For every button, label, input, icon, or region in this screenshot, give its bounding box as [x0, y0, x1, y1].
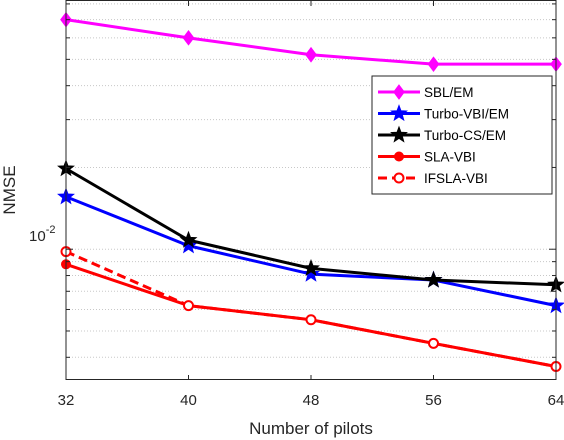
- marker-star: [302, 258, 320, 277]
- x-tick-label: 56: [425, 392, 442, 409]
- x-axis-ticks: 32 40 48 56 64: [58, 1, 564, 409]
- marker-star: [390, 104, 408, 122]
- legend: SBL/EM Turbo-VBI/EM Turbo-CS/EM SLA-VBI IFSL…: [371, 75, 553, 195]
- legend-entry: Turbo-CS/EM: [378, 125, 506, 143]
- legend-entry: SBL/EM: [378, 84, 474, 100]
- y-tick-label-base: 10: [29, 228, 46, 245]
- marker-diamond: [305, 46, 317, 63]
- legend-label: IFSLA-VBI: [424, 171, 488, 186]
- y-tick-label: 10-2: [29, 224, 55, 245]
- marker-open-circle: [305, 314, 317, 326]
- legend-label: SLA-VBI: [424, 150, 476, 165]
- legend-label: SBL/EM: [424, 85, 474, 100]
- marker-diamond: [393, 84, 405, 100]
- x-tick-label: 40: [180, 392, 197, 409]
- marker-star: [179, 236, 198, 254]
- marker-star: [179, 230, 198, 248]
- marker-star: [424, 270, 443, 288]
- marker-open-circle: [183, 300, 194, 312]
- legend-entry: IFSLA-VBI: [378, 171, 488, 186]
- legend-label: Turbo-VBI/EM: [424, 107, 509, 122]
- legend-entry: SLA-VBI: [378, 150, 476, 165]
- marker-star: [302, 264, 320, 282]
- legend-label: Turbo-CS/EM: [424, 128, 506, 143]
- marker-star: [390, 125, 408, 143]
- y-axis-label: NMSE: [0, 165, 19, 214]
- marker-diamond: [182, 30, 195, 46]
- marker-open-circle: [428, 337, 439, 349]
- x-tick-label: 64: [548, 392, 564, 409]
- y-tick-label-exponent: -2: [46, 224, 56, 236]
- x-tick-label: 32: [58, 392, 75, 409]
- marker-open-circle: [393, 172, 405, 184]
- x-axis-label: Number of pilots: [249, 419, 373, 438]
- y-axis-ticks: [66, 3, 556, 358]
- x-tick-label: 48: [303, 392, 320, 409]
- marker-circle: [394, 151, 404, 162]
- marker-diamond: [427, 56, 440, 73]
- legend-entry: Turbo-VBI/EM: [378, 104, 509, 122]
